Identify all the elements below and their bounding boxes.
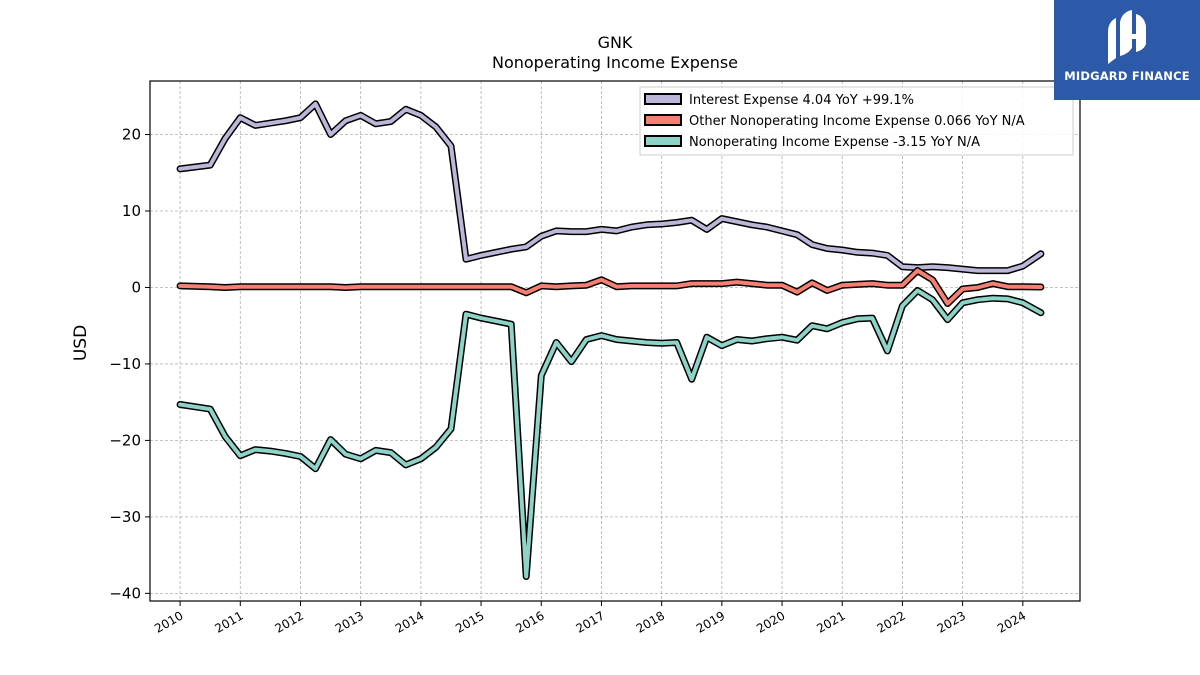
x-tick-label: 2016 bbox=[513, 608, 546, 635]
legend-swatch bbox=[644, 93, 682, 105]
x-tick-label: 2017 bbox=[574, 608, 607, 635]
y-tick-label: 20 bbox=[122, 126, 141, 144]
y-tick-label: 0 bbox=[131, 278, 141, 296]
legend: Interest Expense 4.04 YoY +99.1% Other No… bbox=[639, 86, 1074, 156]
logo-mark-icon bbox=[1108, 10, 1146, 64]
legend-label: Interest Expense 4.04 YoY +99.1% bbox=[689, 93, 914, 108]
legend-swatch bbox=[644, 135, 682, 147]
series-lines bbox=[176, 100, 1045, 580]
x-axis-ticks: 2010 2011 2012 2013 2014 2015 2016 2017 2018 2019… bbox=[152, 601, 1028, 636]
x-tick-label: 2024 bbox=[995, 608, 1028, 635]
y-tick-label: −10 bbox=[109, 355, 141, 373]
series-2 bbox=[176, 287, 1045, 580]
series-line bbox=[178, 268, 1043, 306]
x-tick-label: 2023 bbox=[935, 608, 968, 635]
series-outline bbox=[176, 287, 1045, 580]
y-axis-label: USD bbox=[71, 325, 91, 361]
y-tick-label: 10 bbox=[122, 202, 141, 220]
x-tick-label: 2019 bbox=[694, 608, 727, 635]
y-tick-label: −40 bbox=[109, 584, 141, 602]
legend-label: Other Nonoperating Income Expense 0.066 … bbox=[689, 114, 1025, 129]
x-tick-label: 2015 bbox=[453, 608, 486, 635]
x-tick-label: 2021 bbox=[814, 608, 847, 635]
series-0 bbox=[176, 100, 1045, 275]
y-tick-label: −20 bbox=[109, 431, 141, 449]
chart-title: GNK bbox=[598, 33, 633, 52]
midgard-finance-logo: MIDGARD FINANCE bbox=[1054, 0, 1200, 100]
y-axis-ticks: 20 10 0 −10 −20 −30 −40 bbox=[109, 126, 150, 602]
x-tick-label: 2020 bbox=[754, 608, 787, 635]
x-tick-label: 2012 bbox=[273, 608, 306, 635]
y-tick-label: −30 bbox=[109, 508, 141, 526]
x-tick-label: 2013 bbox=[333, 608, 366, 635]
x-tick-label: 2010 bbox=[152, 608, 185, 635]
series-line bbox=[178, 288, 1043, 579]
legend-label: Nonoperating Income Expense -3.15 YoY N/… bbox=[689, 135, 980, 150]
plot-area-frame bbox=[149, 80, 1081, 602]
legend-frame bbox=[639, 86, 1074, 156]
x-tick-label: 2011 bbox=[212, 608, 245, 635]
legend-swatch bbox=[644, 114, 682, 126]
logo-text: MIDGARD FINANCE bbox=[1064, 69, 1190, 83]
series-line bbox=[178, 101, 1043, 273]
series-1 bbox=[176, 267, 1045, 307]
chart-subtitle: Nonoperating Income Expense bbox=[492, 53, 738, 72]
x-tick-label: 2022 bbox=[874, 608, 907, 635]
x-tick-label: 2014 bbox=[393, 608, 426, 635]
x-tick-label: 2018 bbox=[634, 608, 667, 635]
